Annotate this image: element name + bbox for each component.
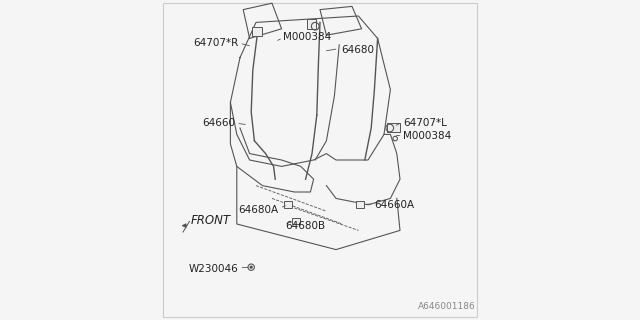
Text: A646001186: A646001186	[417, 302, 475, 311]
FancyBboxPatch shape	[387, 123, 400, 132]
Text: M000384: M000384	[283, 32, 332, 42]
Text: 64680: 64680	[340, 44, 374, 55]
Text: M000384: M000384	[403, 131, 451, 141]
Text: FRONT: FRONT	[191, 214, 230, 227]
FancyBboxPatch shape	[307, 19, 316, 29]
Text: 64707*L: 64707*L	[403, 118, 447, 128]
Text: 64707*R: 64707*R	[193, 38, 239, 48]
Text: 64660: 64660	[202, 118, 236, 128]
FancyBboxPatch shape	[292, 218, 300, 224]
FancyBboxPatch shape	[252, 27, 262, 36]
Circle shape	[250, 266, 252, 268]
Text: 64680A: 64680A	[238, 204, 278, 215]
FancyBboxPatch shape	[356, 201, 364, 208]
Text: W230046: W230046	[189, 264, 239, 274]
Text: 64680B: 64680B	[285, 220, 325, 231]
Text: 64660A: 64660A	[374, 200, 415, 210]
FancyBboxPatch shape	[285, 201, 292, 208]
